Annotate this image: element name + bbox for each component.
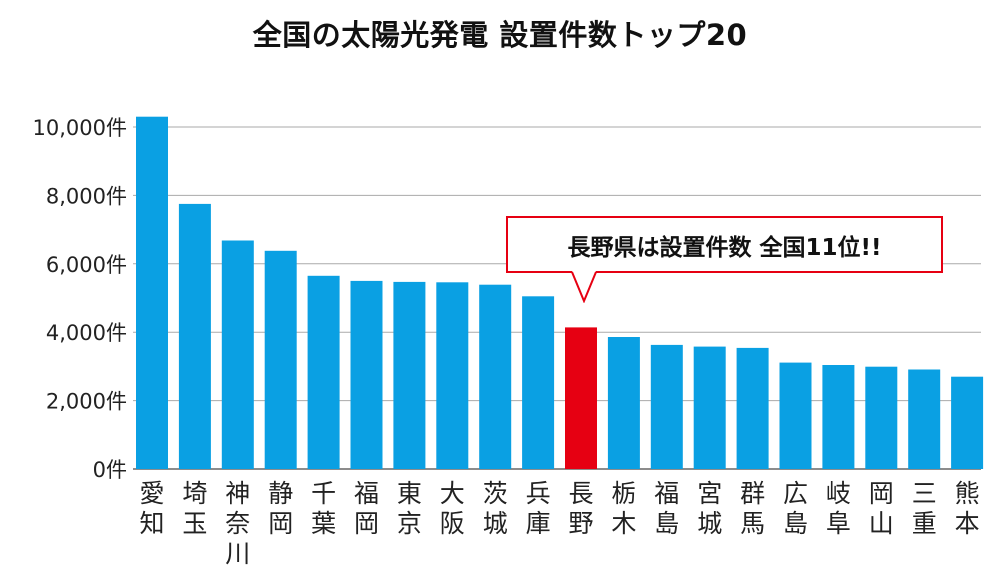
x-category-label: 岡山	[869, 479, 894, 538]
x-category-label: 福岡	[354, 479, 379, 538]
bar	[865, 366, 898, 469]
x-category-label: 宮城	[697, 479, 722, 538]
x-category-label: 千葉	[311, 479, 336, 538]
bar	[565, 327, 597, 469]
bar	[522, 296, 555, 469]
bar	[908, 369, 941, 469]
y-tick-label: 4,000件	[46, 321, 127, 345]
y-tick-label: 0件	[93, 458, 127, 482]
x-category-label: 三重	[912, 479, 937, 538]
x-category-label: 栃木	[611, 479, 636, 538]
callout-tail	[571, 271, 597, 303]
y-tick-label: 10,000件	[33, 116, 127, 140]
y-tick-label: 8,000件	[46, 184, 127, 208]
x-category-label: 東京	[397, 479, 422, 538]
bar	[221, 240, 254, 469]
bar	[136, 116, 168, 469]
bar	[650, 344, 683, 469]
y-tick-label: 2,000件	[46, 390, 127, 414]
x-category-label: 広島	[783, 479, 808, 538]
callout-text: 長野県は設置件数 全国11位!!	[567, 234, 882, 261]
y-tick-label: 6,000件	[46, 253, 127, 277]
x-category-label: 群馬	[740, 479, 765, 538]
x-category-label: 埼玉	[182, 479, 207, 538]
bar	[693, 346, 726, 469]
bar	[350, 280, 383, 469]
bar	[178, 203, 211, 469]
bar	[736, 347, 769, 469]
x-category-label: 静岡	[268, 479, 293, 538]
x-category-label: 愛知	[139, 479, 164, 538]
bar	[607, 337, 640, 469]
bar	[393, 281, 426, 469]
x-category-label: 岐阜	[826, 479, 851, 538]
bar	[779, 362, 812, 469]
bar	[436, 282, 469, 469]
x-category-label: 長野	[568, 479, 593, 538]
bar	[951, 376, 984, 469]
x-category-label: 熊本	[955, 479, 980, 538]
x-category-label: 茨城	[483, 479, 508, 538]
x-category-label: 大阪	[440, 479, 465, 538]
x-category-label: 神奈川	[225, 479, 250, 568]
callout-box: 長野県は設置件数 全国11位!!	[506, 216, 943, 273]
bar	[264, 250, 297, 469]
chart-title: 全国の太陽光発電 設置件数トップ20	[252, 18, 748, 52]
bar	[307, 275, 340, 469]
bar	[479, 284, 512, 469]
x-category-label: 兵庫	[526, 479, 551, 538]
bar	[822, 365, 855, 469]
x-category-label: 福島	[654, 479, 679, 538]
